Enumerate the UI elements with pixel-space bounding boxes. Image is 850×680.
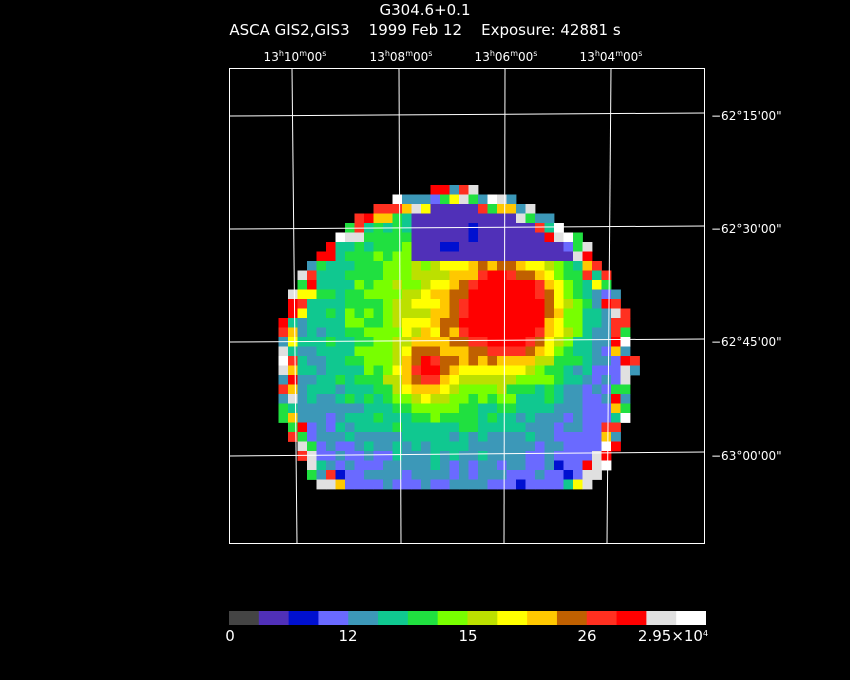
image-title: G304.6+0.1: [379, 1, 471, 19]
plot-frame: [229, 68, 705, 544]
colorbar-swatch: [348, 611, 379, 625]
dec-label-1: −62°15'00": [711, 109, 782, 123]
colorbar-label-min: 0: [225, 627, 235, 645]
ra-label-4: 13h04m00s: [579, 49, 643, 64]
colorbar-swatch: [556, 611, 588, 625]
colorbar-label-4: 26: [577, 627, 597, 645]
colorbar-swatch: [407, 611, 439, 625]
dec-label-4: −63°00'00": [711, 449, 782, 463]
colorbar-swatch: [288, 611, 320, 625]
colorbar-swatch: [676, 611, 706, 625]
ra-label-3: 13h06m00s: [474, 49, 538, 64]
colorbar-label-3: 15: [458, 627, 478, 645]
colorbar-swatch: [586, 611, 618, 625]
colorbar-swatch: [378, 611, 409, 625]
dec-label-2: −62°30'00": [711, 222, 782, 236]
colorbar-label-max: 2.95×104: [637, 627, 709, 645]
colorbar-swatch: [527, 611, 558, 625]
colorbar-swatch: [497, 611, 528, 625]
colorbar-swatch: [318, 611, 349, 625]
colorbar-swatch: [467, 611, 498, 625]
ra-label-1: 13h10m00s: [263, 49, 327, 64]
xray-image-panel: [229, 68, 705, 544]
colorbar-swatch: [646, 611, 677, 625]
colorbar-label-2: 12: [338, 627, 358, 645]
colorbar-swatch: [258, 611, 290, 625]
coordinate-grid: [229, 68, 705, 544]
colorbar-swatch: [616, 611, 647, 625]
observation-info: ASCA GIS2,GIS3 1999 Feb 12 Exposure: 428…: [229, 21, 621, 39]
ra-label-2: 13h08m00s: [369, 49, 433, 64]
colorbar-swatch: [229, 611, 260, 625]
dec-label-3: −62°45'00": [711, 335, 782, 349]
xray-intensity-map: [278, 185, 640, 490]
colorbar: [229, 611, 706, 625]
colorbar-swatch: [437, 611, 469, 625]
